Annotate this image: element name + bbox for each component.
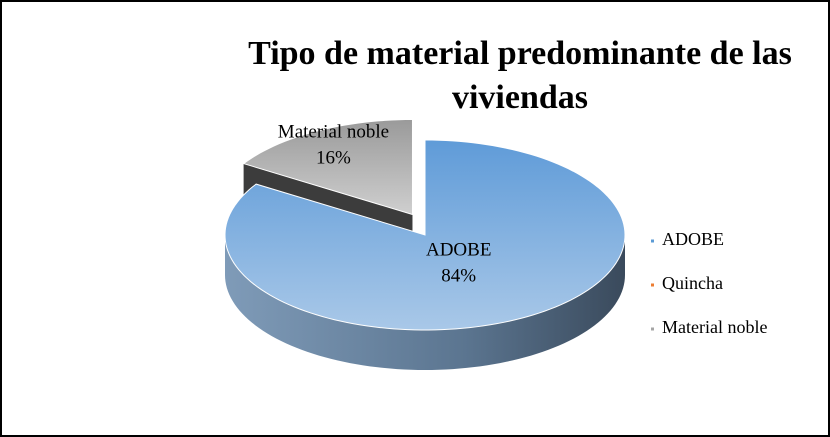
- legend-swatch: [651, 327, 654, 331]
- legend-swatch: [651, 239, 654, 243]
- pie-slice: [242, 118, 413, 216]
- chart-title: viviendas: [452, 79, 588, 116]
- legend-label: ADOBE: [662, 229, 724, 249]
- data-label: 16%: [316, 148, 351, 169]
- chart-title: Tipo de material predominante de las: [248, 35, 792, 72]
- pie-slice: [224, 139, 626, 331]
- legend-label: Quincha: [662, 273, 723, 293]
- pie-side: [225, 235, 625, 370]
- legend-swatch: [651, 283, 654, 287]
- legend-label: Material noble: [662, 317, 767, 337]
- data-label: ADOBE: [426, 239, 491, 260]
- data-label: 84%: [441, 265, 476, 286]
- data-label: Material noble: [278, 122, 389, 143]
